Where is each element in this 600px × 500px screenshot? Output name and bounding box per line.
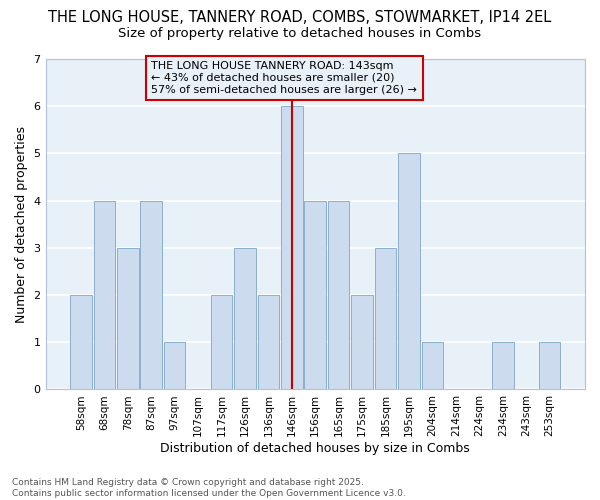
Bar [94,200,115,390]
Bar [70,295,92,390]
Bar [398,154,420,390]
Text: Size of property relative to detached houses in Combs: Size of property relative to detached ho… [118,28,482,40]
Bar [281,106,302,390]
Bar [352,295,373,390]
Bar [164,342,185,390]
Bar [375,248,397,390]
Text: THE LONG HOUSE, TANNERY ROAD, COMBS, STOWMARKET, IP14 2EL: THE LONG HOUSE, TANNERY ROAD, COMBS, STO… [49,10,551,25]
Bar [211,295,232,390]
Bar [539,342,560,390]
Bar [304,200,326,390]
Text: Contains HM Land Registry data © Crown copyright and database right 2025.
Contai: Contains HM Land Registry data © Crown c… [12,478,406,498]
Bar [257,295,279,390]
Text: THE LONG HOUSE TANNERY ROAD: 143sqm
← 43% of detached houses are smaller (20)
57: THE LONG HOUSE TANNERY ROAD: 143sqm ← 43… [151,62,417,94]
X-axis label: Distribution of detached houses by size in Combs: Distribution of detached houses by size … [160,442,470,455]
Bar [328,200,349,390]
Bar [234,248,256,390]
Y-axis label: Number of detached properties: Number of detached properties [15,126,28,322]
Bar [117,248,139,390]
Bar [140,200,162,390]
Bar [422,342,443,390]
Bar [492,342,514,390]
